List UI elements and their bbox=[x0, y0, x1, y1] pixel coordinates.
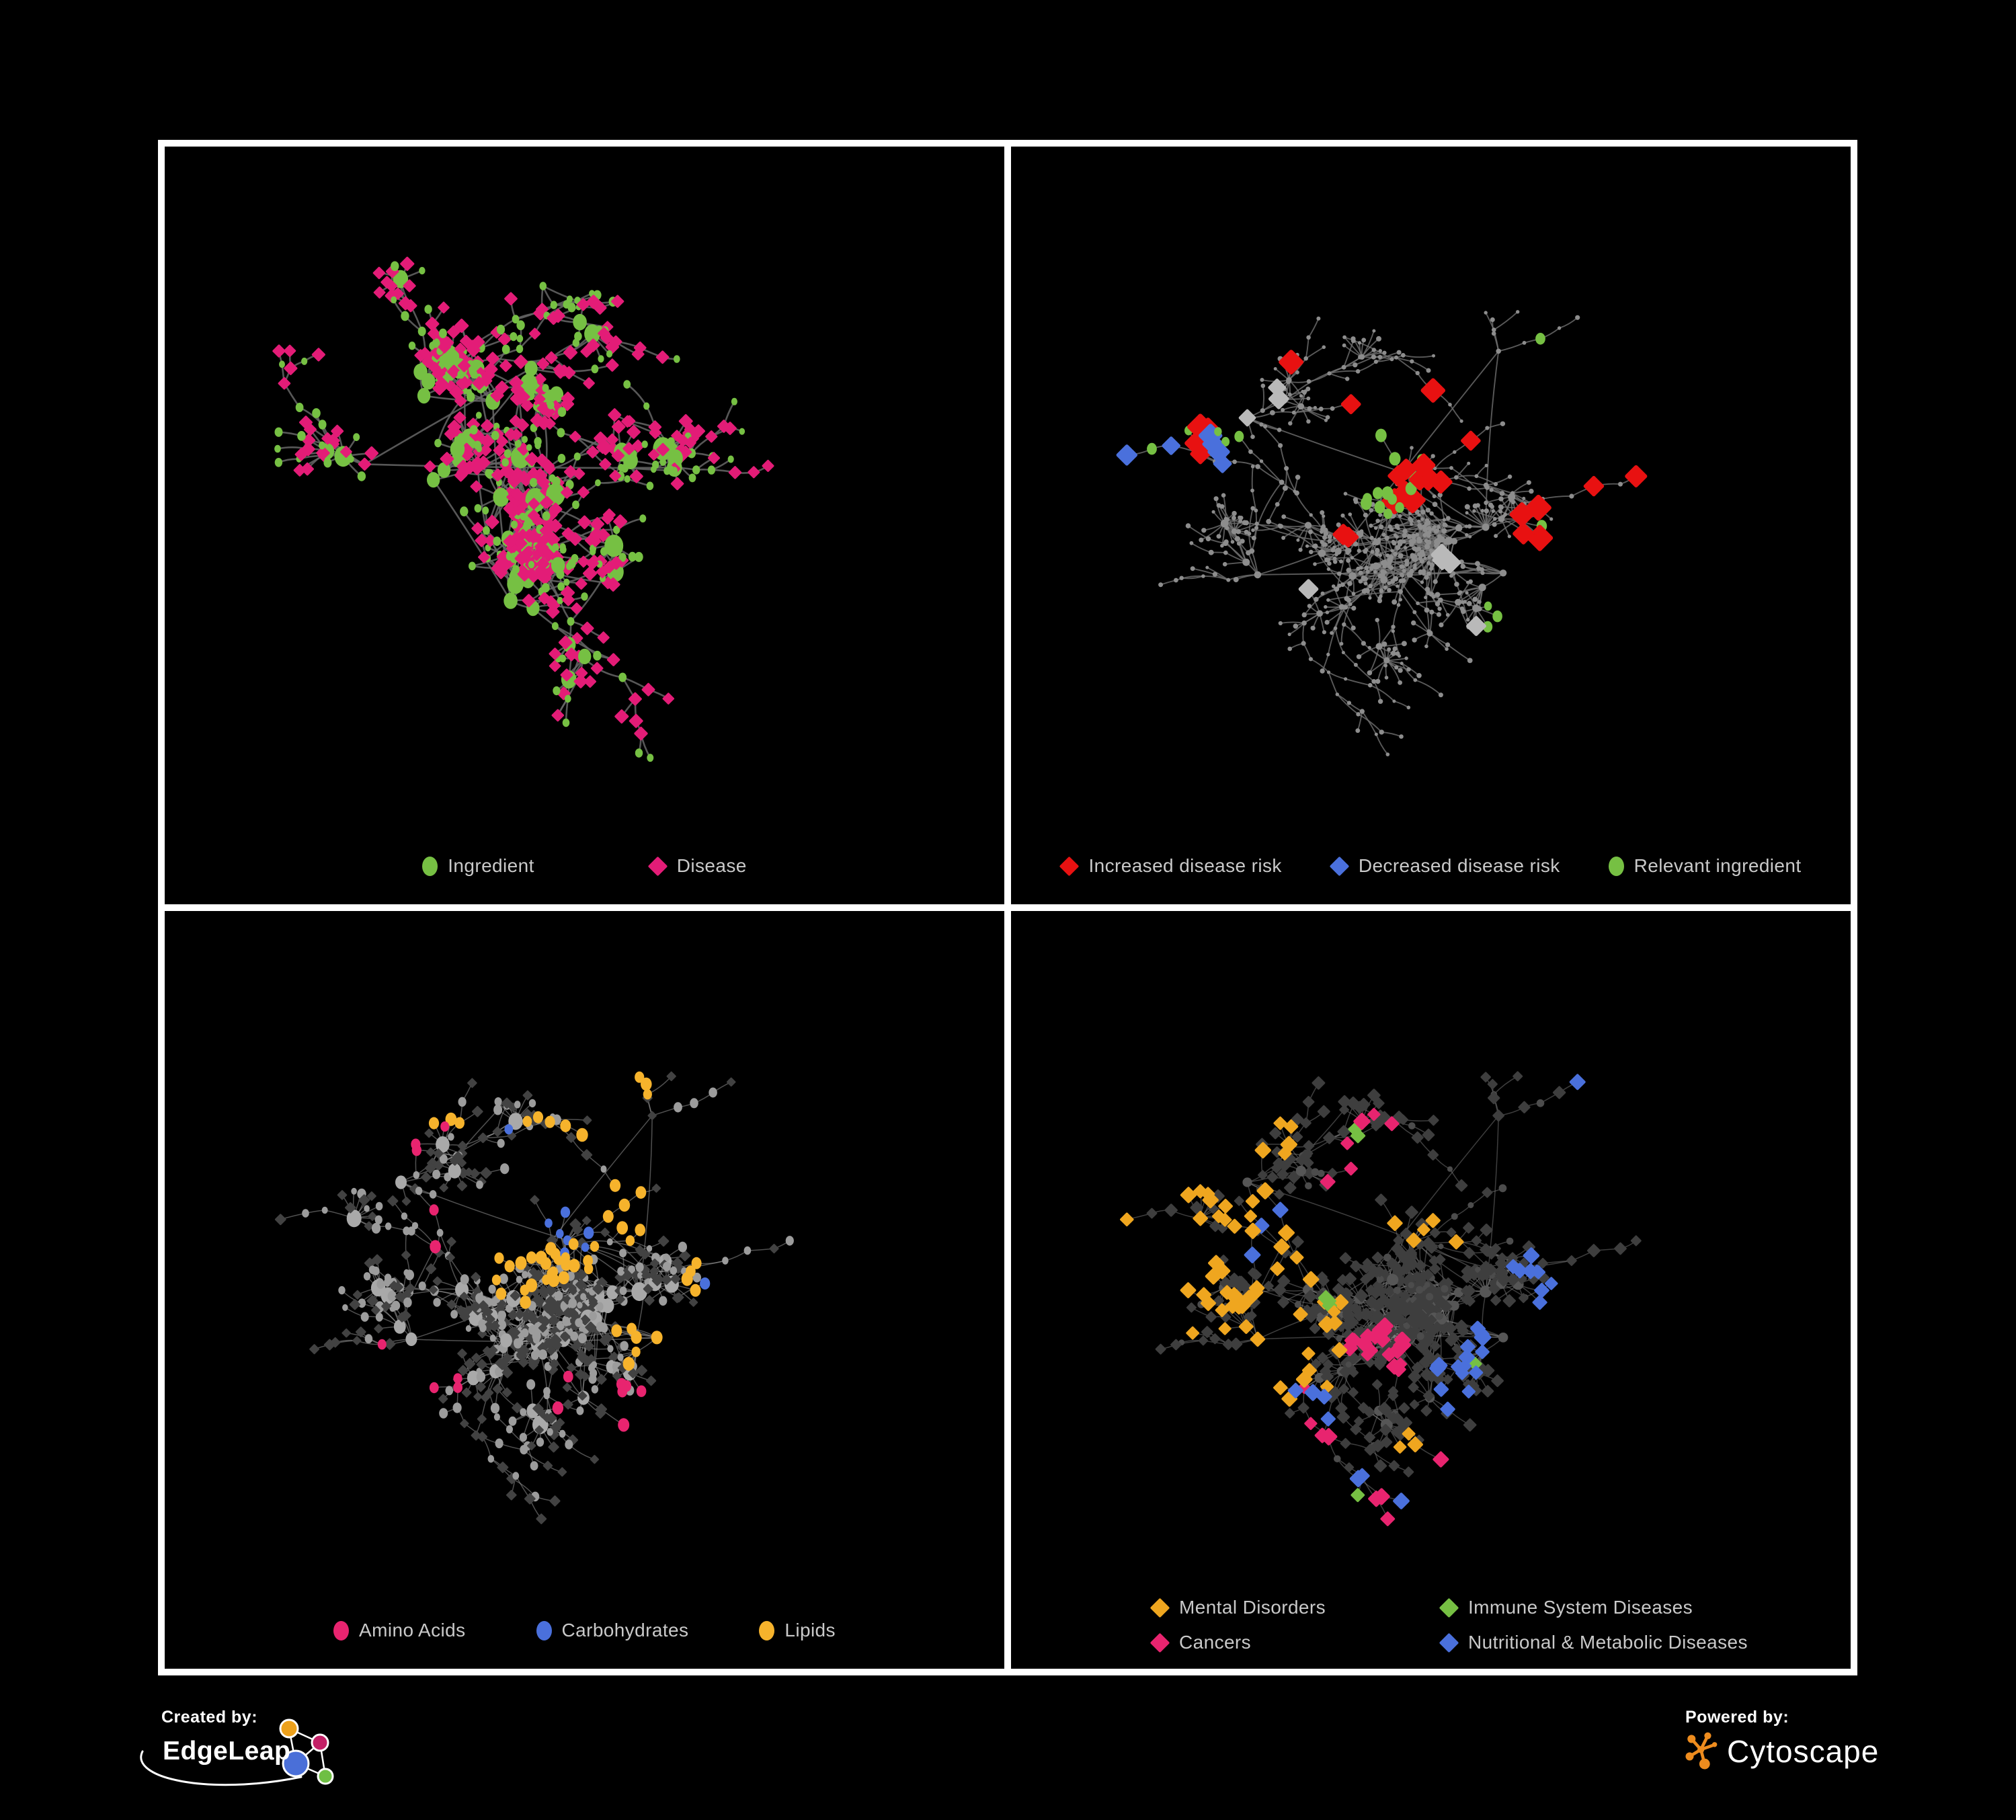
disease-risk-network-graph bbox=[1116, 310, 1648, 756]
legend-label-amino-acids: Amino Acids bbox=[359, 1620, 466, 1640]
legend-marker-immune-system-diseases-icon bbox=[1439, 1597, 1459, 1618]
cytoscape-logo-icon bbox=[1685, 1732, 1718, 1770]
legend-item-cancers: Cancers bbox=[1150, 1631, 1393, 1654]
legend-marker-mental-disorders-icon bbox=[1150, 1597, 1170, 1618]
legend-disease-class: Mental Disorders Immune System Diseases Ca… bbox=[1011, 1596, 1851, 1654]
edgeleap-wordmark: EdgeLeap bbox=[163, 1737, 291, 1766]
legend-label-lipids: Lipids bbox=[784, 1620, 836, 1640]
legend-marker-lipids-icon bbox=[759, 1620, 775, 1640]
legend-item-ingredient: Ingredient bbox=[422, 855, 534, 877]
legend-item-increased-disease-risk: Increased disease risk bbox=[1059, 855, 1282, 877]
legend-marker-increased-disease-risk-icon bbox=[1059, 856, 1080, 876]
panel-ingredient-class-network: Amino Acids Carbohydrates Lipids bbox=[165, 911, 1004, 1669]
powered-by-label: Powered by: bbox=[1685, 1708, 1789, 1727]
panel-disease-class-network: Mental Disorders Immune System Diseases Ca… bbox=[1011, 911, 1851, 1669]
legend-label-nutritional-metabolic-diseases: Nutritional & Metabolic Diseases bbox=[1468, 1632, 1748, 1653]
legend-item-nutritional-metabolic-diseases: Nutritional & Metabolic Diseases bbox=[1439, 1631, 1748, 1654]
legend-item-disease: Disease bbox=[647, 855, 747, 877]
cytoscape-brand-row: Cytoscape bbox=[1685, 1731, 1879, 1772]
legend-label-immune-system-diseases: Immune System Diseases bbox=[1468, 1597, 1693, 1618]
legend-label-cancers: Cancers bbox=[1179, 1632, 1252, 1653]
legend-marker-amino-acids-icon bbox=[333, 1620, 350, 1640]
legend-marker-disease-icon bbox=[647, 856, 668, 876]
edgeleap-logo-icon bbox=[140, 1718, 334, 1786]
panel-disease-risk-network: Increased disease risk Decreased disease … bbox=[1011, 147, 1851, 904]
legend-label-mental-disorders: Mental Disorders bbox=[1179, 1597, 1326, 1618]
created-by-label: Created by: bbox=[161, 1708, 258, 1727]
disease-class-network-graph bbox=[1120, 1071, 1642, 1526]
legend-marker-decreased-disease-risk-icon bbox=[1329, 856, 1350, 876]
legend-ingredient-class: Amino Acids Carbohydrates Lipids bbox=[165, 1619, 1004, 1642]
legend-label-relevant-ingredient: Relevant ingredient bbox=[1634, 855, 1802, 876]
legend-label-ingredient: Ingredient bbox=[448, 855, 534, 876]
legend-label-decreased-disease-risk: Decreased disease risk bbox=[1358, 855, 1560, 876]
legend-item-lipids: Lipids bbox=[759, 1619, 836, 1642]
legend-marker-ingredient-icon bbox=[422, 856, 438, 876]
legend-marker-relevant-ingredient-icon bbox=[1608, 856, 1624, 876]
legend-marker-nutritional-metabolic-diseases-icon bbox=[1439, 1632, 1459, 1653]
legend-label-disease: Disease bbox=[676, 855, 747, 876]
legend-item-mental-disorders: Mental Disorders bbox=[1150, 1596, 1393, 1619]
panel-ingredient-disease-network: Ingredient Disease bbox=[165, 147, 1004, 904]
legend-label-increased-disease-risk: Increased disease risk bbox=[1088, 855, 1282, 876]
ingredient-class-network-graph bbox=[274, 1071, 794, 1525]
legend-label-carbohydrates: Carbohydrates bbox=[561, 1620, 689, 1640]
edgeleap-branding: Created by: EdgeLeap bbox=[140, 1708, 334, 1786]
legend-ingredient-disease: Ingredient Disease bbox=[165, 855, 1004, 877]
legend-disease-risk: Increased disease risk Decreased disease … bbox=[1011, 855, 1851, 877]
ingredient-disease-network-graph bbox=[272, 256, 774, 762]
legend-item-relevant-ingredient: Relevant ingredient bbox=[1608, 855, 1802, 877]
edgeleap-brand-row: EdgeLeap bbox=[140, 1718, 334, 1786]
legend-item-decreased-disease-risk: Decreased disease risk bbox=[1329, 855, 1560, 877]
legend-marker-carbohydrates-icon bbox=[536, 1620, 552, 1640]
legend-marker-cancers-icon bbox=[1150, 1632, 1170, 1653]
figure-grid: Ingredient Disease Increased disease risk… bbox=[158, 140, 1857, 1675]
legend-item-carbohydrates: Carbohydrates bbox=[536, 1619, 689, 1642]
cytoscape-wordmark: Cytoscape bbox=[1727, 1734, 1880, 1769]
edgeleap-swoosh bbox=[140, 1750, 303, 1786]
cytoscape-branding: Powered by: Cytosc bbox=[1685, 1708, 1879, 1772]
legend-item-immune-system-diseases: Immune System Diseases bbox=[1439, 1596, 1748, 1619]
legend-item-amino-acids: Amino Acids bbox=[333, 1619, 465, 1642]
